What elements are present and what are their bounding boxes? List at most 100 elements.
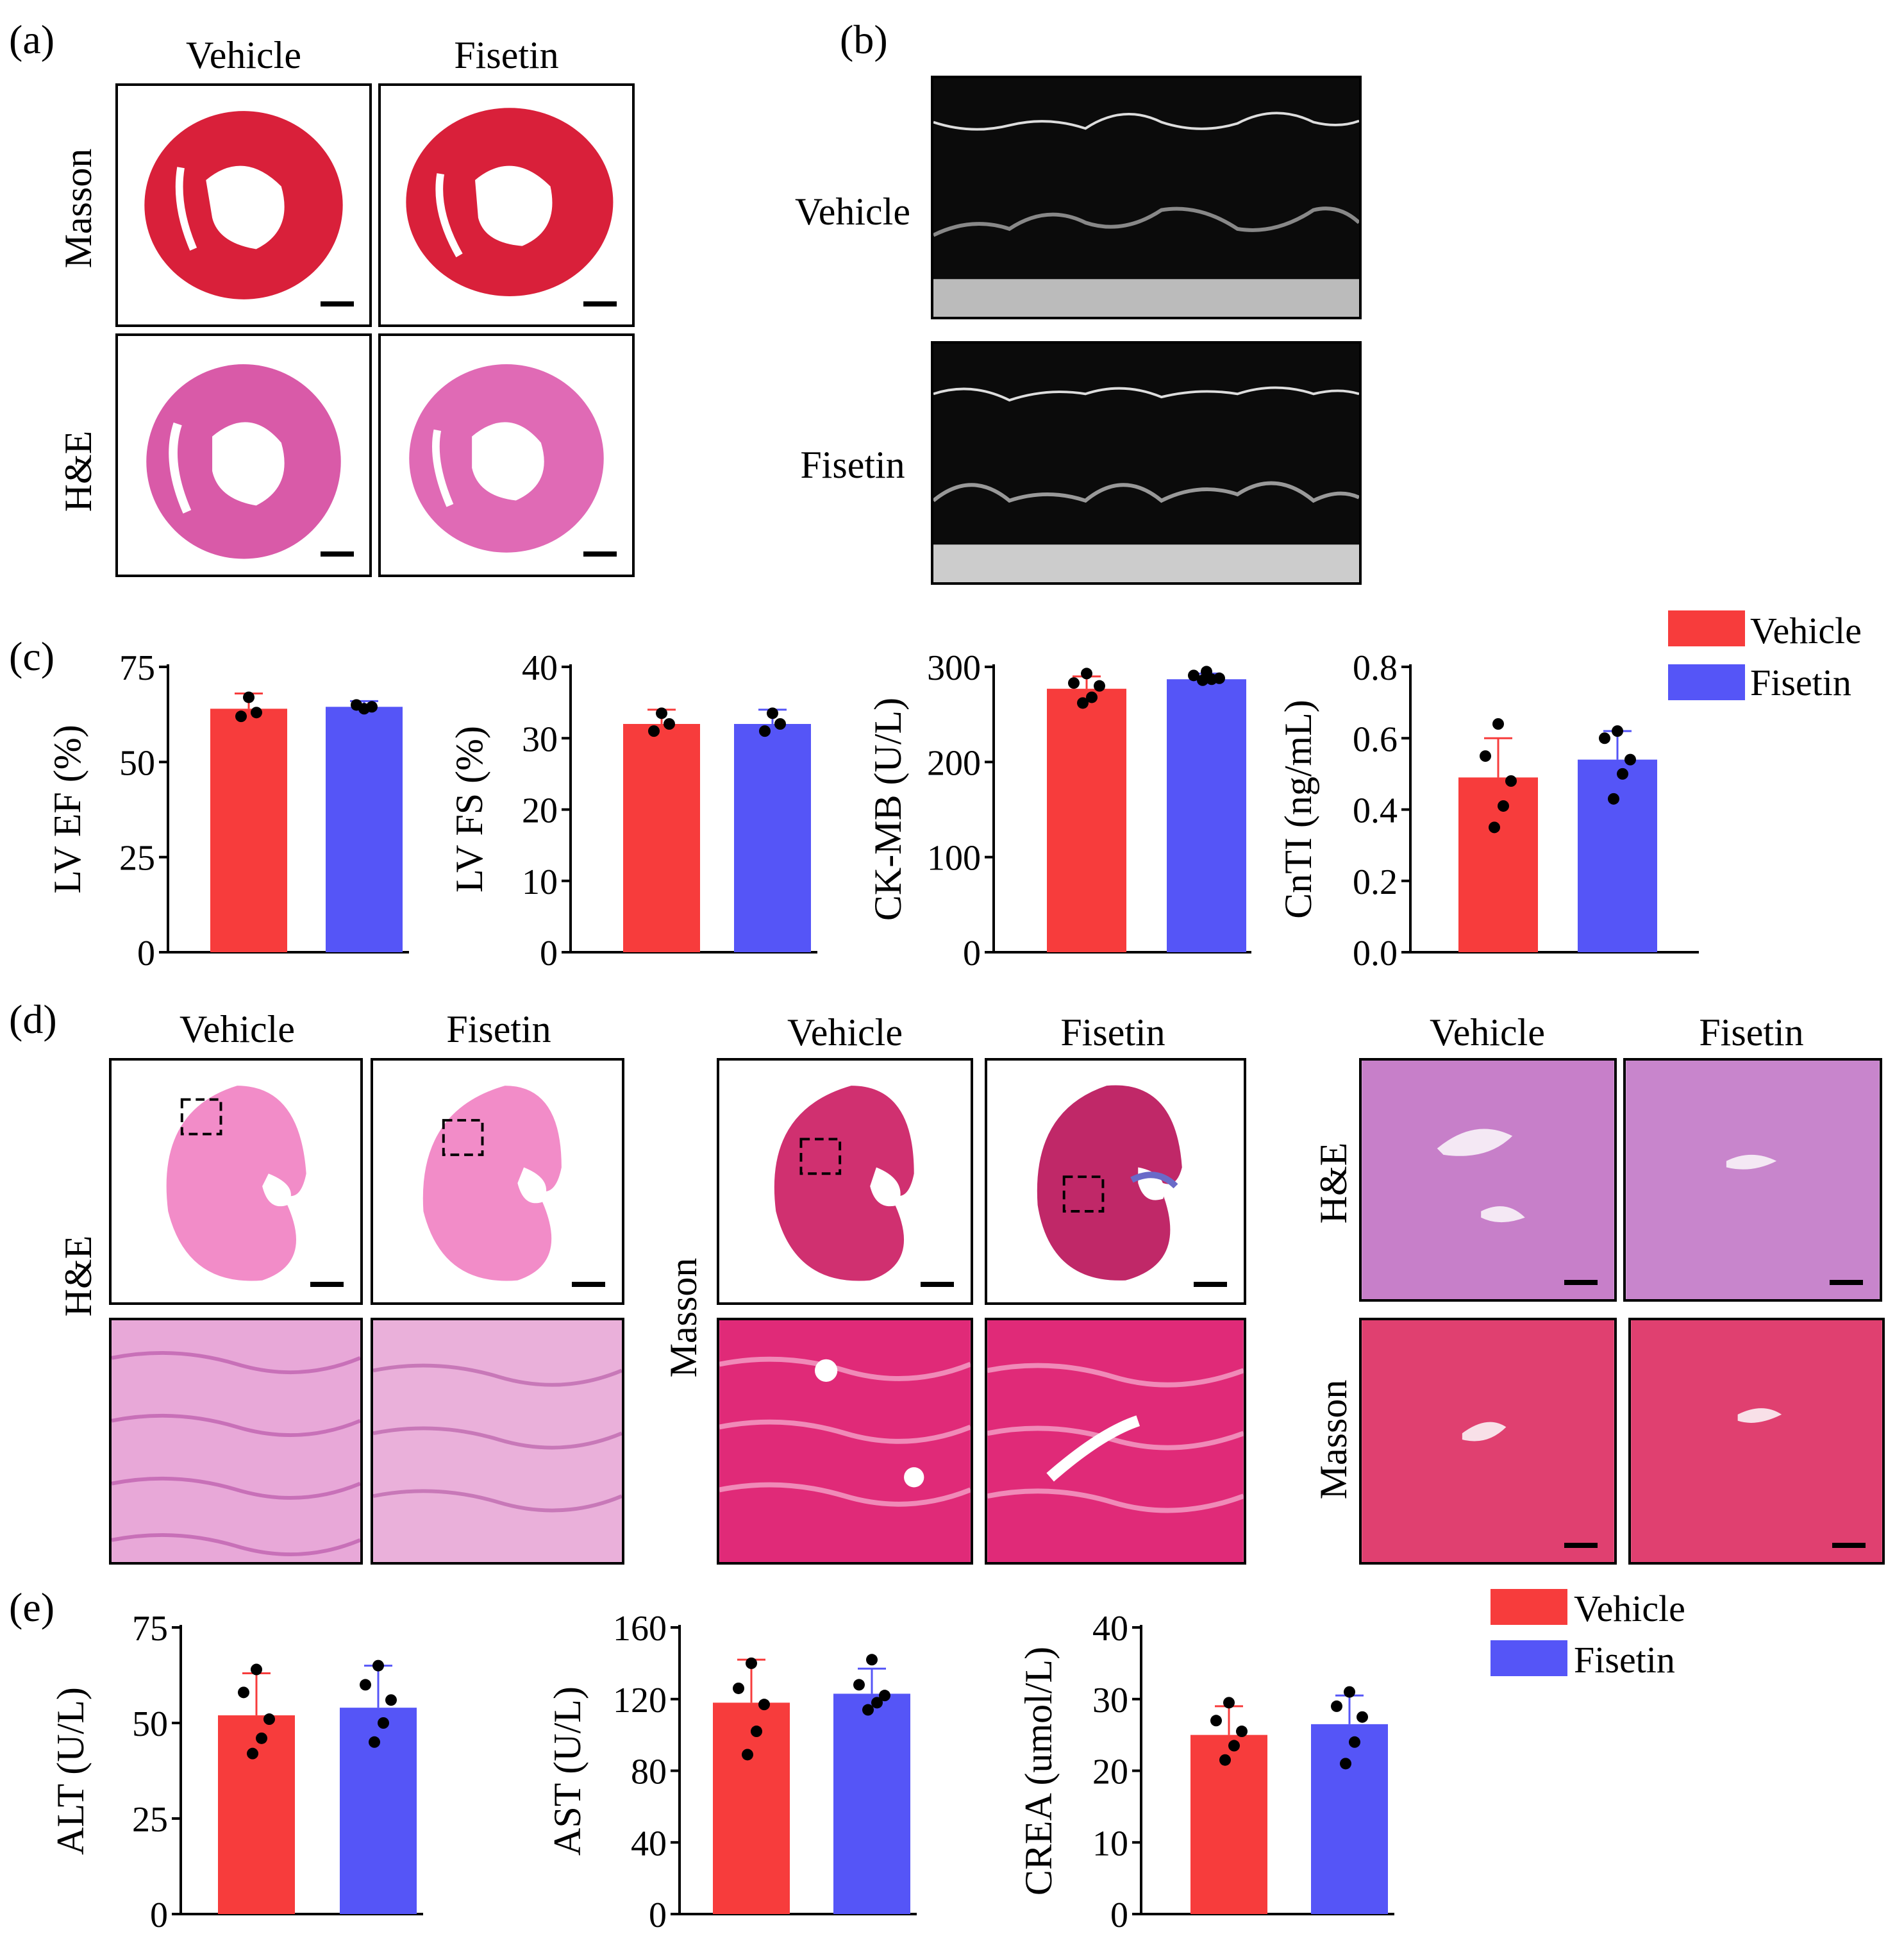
heart-he-fisetin-image bbox=[378, 333, 635, 577]
y-tick-label: 0.8 bbox=[1353, 648, 1398, 688]
data-point bbox=[378, 1717, 389, 1729]
column-label-fisetin: Fisetin bbox=[454, 34, 559, 76]
data-point bbox=[360, 1679, 371, 1691]
heart-masson-vehicle-image bbox=[115, 83, 372, 327]
heart-masson-fisetin-image bbox=[378, 83, 635, 327]
y-axis-label: AST (U/L) bbox=[546, 1686, 589, 1856]
data-point bbox=[1492, 718, 1504, 730]
bar-fisetin bbox=[1167, 679, 1246, 952]
data-point bbox=[1612, 725, 1623, 737]
data-point bbox=[1206, 673, 1217, 685]
data-point bbox=[1599, 732, 1610, 744]
legend-label-fisetin: Fisetin bbox=[1750, 662, 1851, 703]
bar-vehicle bbox=[623, 724, 700, 952]
y-axis-label: CREA (umol/L) bbox=[1017, 1647, 1060, 1895]
data-point bbox=[351, 699, 362, 711]
y-tick-label: 100 bbox=[927, 839, 981, 878]
kidney-row-label-masson: Masson bbox=[662, 1257, 705, 1378]
data-point bbox=[1068, 677, 1080, 689]
bar-vehicle bbox=[713, 1702, 790, 1914]
data-point bbox=[1210, 1715, 1222, 1727]
scale-bar bbox=[583, 301, 617, 307]
data-point bbox=[1086, 691, 1098, 703]
legend-swatch-vehicle bbox=[1668, 610, 1745, 646]
data-point bbox=[1081, 668, 1092, 680]
kidney-row-label-he: H&E bbox=[57, 1235, 99, 1317]
panel-label-a: (a) bbox=[9, 17, 55, 62]
bar-fisetin bbox=[1311, 1724, 1388, 1914]
data-point bbox=[758, 1699, 770, 1711]
y-tick-label: 120 bbox=[613, 1681, 667, 1720]
kidney-masson-vehicle-zoom-image bbox=[717, 1318, 973, 1565]
kidney-masson-vehicle-image bbox=[717, 1058, 973, 1305]
kidney-he-vehicle-zoom-image bbox=[109, 1318, 363, 1565]
echo-label-fisetin: Fisetin bbox=[800, 444, 905, 486]
bar-vehicle bbox=[1190, 1735, 1267, 1914]
y-tick-label: 200 bbox=[927, 743, 981, 783]
y-tick-label: 30 bbox=[522, 719, 558, 759]
liver-masson-vehicle-image bbox=[1359, 1318, 1617, 1565]
data-point bbox=[1505, 775, 1517, 787]
y-tick-label: 0.6 bbox=[1353, 719, 1398, 759]
y-tick-label: 40 bbox=[631, 1824, 667, 1863]
y-axis-label: CK-MB (U/L) bbox=[867, 698, 909, 921]
data-point bbox=[1349, 1736, 1360, 1748]
scale-bar bbox=[572, 1282, 605, 1287]
data-point bbox=[1498, 800, 1509, 812]
kidney-he-fisetin-zoom-image bbox=[371, 1318, 624, 1565]
data-point bbox=[767, 707, 778, 719]
bar-vehicle bbox=[1458, 777, 1538, 952]
row-label-masson: Masson bbox=[57, 148, 99, 269]
data-point bbox=[1223, 1697, 1235, 1709]
y-axis-label: CnTI (ng/mL) bbox=[1277, 700, 1319, 919]
scale-bar bbox=[1564, 1280, 1598, 1285]
data-point bbox=[1214, 672, 1225, 684]
data-point bbox=[1340, 1758, 1351, 1770]
data-point bbox=[1624, 753, 1636, 766]
heart-he-vehicle-image bbox=[115, 333, 372, 577]
y-tick-label: 75 bbox=[119, 648, 155, 688]
data-point bbox=[251, 707, 262, 719]
legend-label-vehicle: Vehicle bbox=[1750, 610, 1862, 651]
data-point bbox=[733, 1682, 744, 1694]
liver-row-label-masson: Masson bbox=[1312, 1379, 1355, 1500]
y-tick-label: 0.0 bbox=[1353, 934, 1398, 973]
y-axis-label: ALT (U/L) bbox=[49, 1687, 92, 1855]
y-tick-label: 10 bbox=[522, 862, 558, 902]
bar-fisetin bbox=[326, 707, 403, 952]
data-point bbox=[1480, 750, 1491, 762]
y-tick-label: 30 bbox=[1092, 1681, 1128, 1720]
kidney-masson-fisetin-zoom-image bbox=[985, 1318, 1246, 1565]
y-tick-label: 0 bbox=[137, 934, 155, 973]
liver-row-label-he: H&E bbox=[1312, 1142, 1355, 1224]
scale-bar bbox=[1194, 1282, 1227, 1287]
y-tick-label: 300 bbox=[927, 648, 981, 688]
data-point bbox=[243, 691, 255, 703]
scale-bar bbox=[321, 301, 354, 307]
kidney-masson-label-fisetin: Fisetin bbox=[1060, 1011, 1165, 1054]
panel-label-e: (e) bbox=[9, 1584, 55, 1630]
panel-label-b: (b) bbox=[840, 17, 888, 62]
data-point bbox=[372, 1660, 384, 1672]
liver-label-vehicle: Vehicle bbox=[1430, 1011, 1545, 1054]
data-point bbox=[263, 1713, 275, 1726]
y-tick-label: 20 bbox=[1092, 1752, 1128, 1792]
liver-he-vehicle-image bbox=[1359, 1058, 1617, 1302]
legend-swatch-fisetin bbox=[1491, 1640, 1567, 1676]
panel-label-c: (c) bbox=[9, 634, 55, 679]
data-point bbox=[235, 710, 247, 723]
scale-bar bbox=[1830, 1280, 1863, 1285]
y-tick-label: 0 bbox=[1110, 1895, 1128, 1935]
y-tick-label: 40 bbox=[1092, 1609, 1128, 1649]
y-tick-label: 20 bbox=[522, 791, 558, 831]
data-point bbox=[247, 1747, 258, 1760]
data-point bbox=[866, 1654, 878, 1666]
y-tick-label: 0.2 bbox=[1353, 862, 1398, 902]
data-point bbox=[1094, 680, 1105, 692]
kidney-he-label-fisetin: Fisetin bbox=[446, 1008, 551, 1050]
legend-swatch-vehicle bbox=[1491, 1589, 1567, 1625]
data-point bbox=[1608, 793, 1619, 805]
y-tick-label: 75 bbox=[132, 1609, 168, 1649]
data-point bbox=[366, 701, 378, 713]
data-point bbox=[1197, 674, 1208, 686]
